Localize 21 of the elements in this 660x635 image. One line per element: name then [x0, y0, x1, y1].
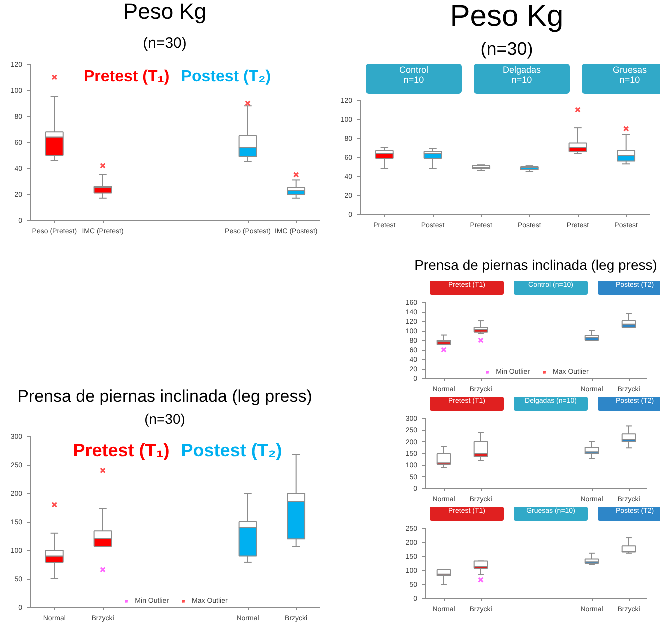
chart-title: Prensa de piernas inclinada (leg press)	[18, 387, 312, 407]
chart-subtitle: (n=30)	[144, 411, 186, 428]
text: Gruesas n=10	[612, 65, 647, 86]
annotation: Pretest (T₁)	[84, 68, 170, 86]
annotation: Pretest (T₁)	[73, 440, 170, 460]
text: Control n=10	[399, 65, 428, 86]
chart-subtitle: (n=30)	[143, 35, 187, 52]
point	[245, 100, 251, 106]
text: Delgadas n=10	[502, 65, 542, 86]
chart-title: Prensa de piernas inclinada (leg press)	[414, 257, 658, 274]
point	[100, 566, 106, 573]
point	[293, 172, 300, 178]
chart-title: Peso Kg	[123, 0, 207, 24]
point	[100, 162, 106, 169]
point	[52, 502, 58, 508]
chart-title: Peso Kg	[450, 0, 564, 33]
point	[100, 468, 106, 474]
annotation: Postest (T₂)	[181, 440, 282, 460]
point	[52, 74, 58, 80]
chart-subtitle: (n=30)	[480, 39, 534, 60]
annotation: Postest (T₂)	[181, 68, 272, 86]
